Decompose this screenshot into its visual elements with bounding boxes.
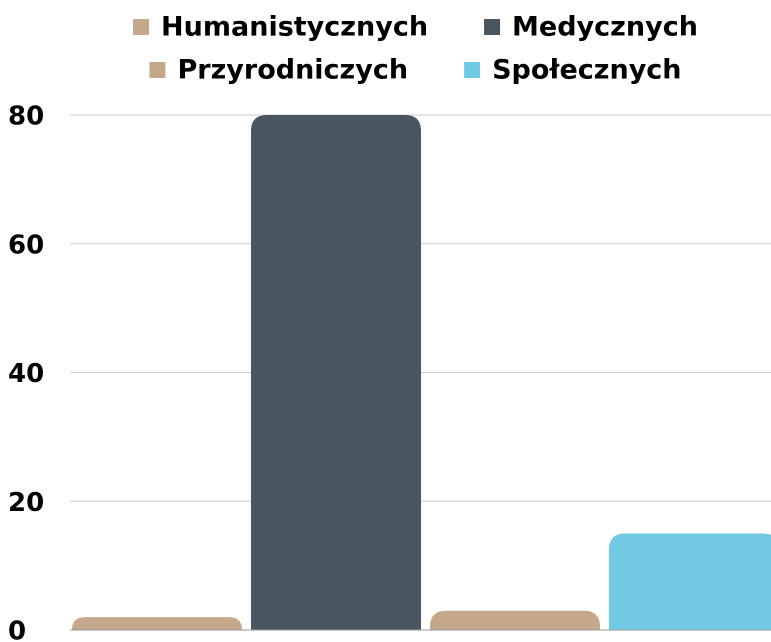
legend-item: Medycznych — [484, 12, 698, 43]
legend-row: Przyrodniczych Społecznych — [149, 55, 682, 86]
legend-row: Humanistycznych Medycznych — [133, 12, 698, 43]
y-tick-label: 0 — [8, 617, 26, 642]
bar — [72, 617, 242, 630]
bar — [251, 115, 421, 630]
bar — [609, 533, 771, 630]
bar — [430, 610, 600, 630]
y-tick-label: 20 — [8, 488, 44, 518]
y-tick-label: 40 — [8, 359, 44, 389]
legend-item: Przyrodniczych — [149, 55, 408, 86]
legend-label: Medycznych — [512, 12, 698, 43]
legend-swatch — [484, 19, 501, 35]
legend-label: Humanistycznych — [161, 12, 428, 43]
legend-label: Przyrodniczych — [177, 55, 408, 86]
legend-swatch — [133, 19, 150, 35]
y-tick-label: 80 — [8, 102, 44, 132]
legend-item: Humanistycznych — [133, 12, 428, 43]
legend-label: Społecznych — [492, 55, 681, 86]
legend-item: Społecznych — [464, 55, 682, 86]
legend-swatch — [149, 62, 166, 78]
legend-swatch — [464, 62, 481, 78]
y-tick-label: 60 — [8, 230, 44, 260]
